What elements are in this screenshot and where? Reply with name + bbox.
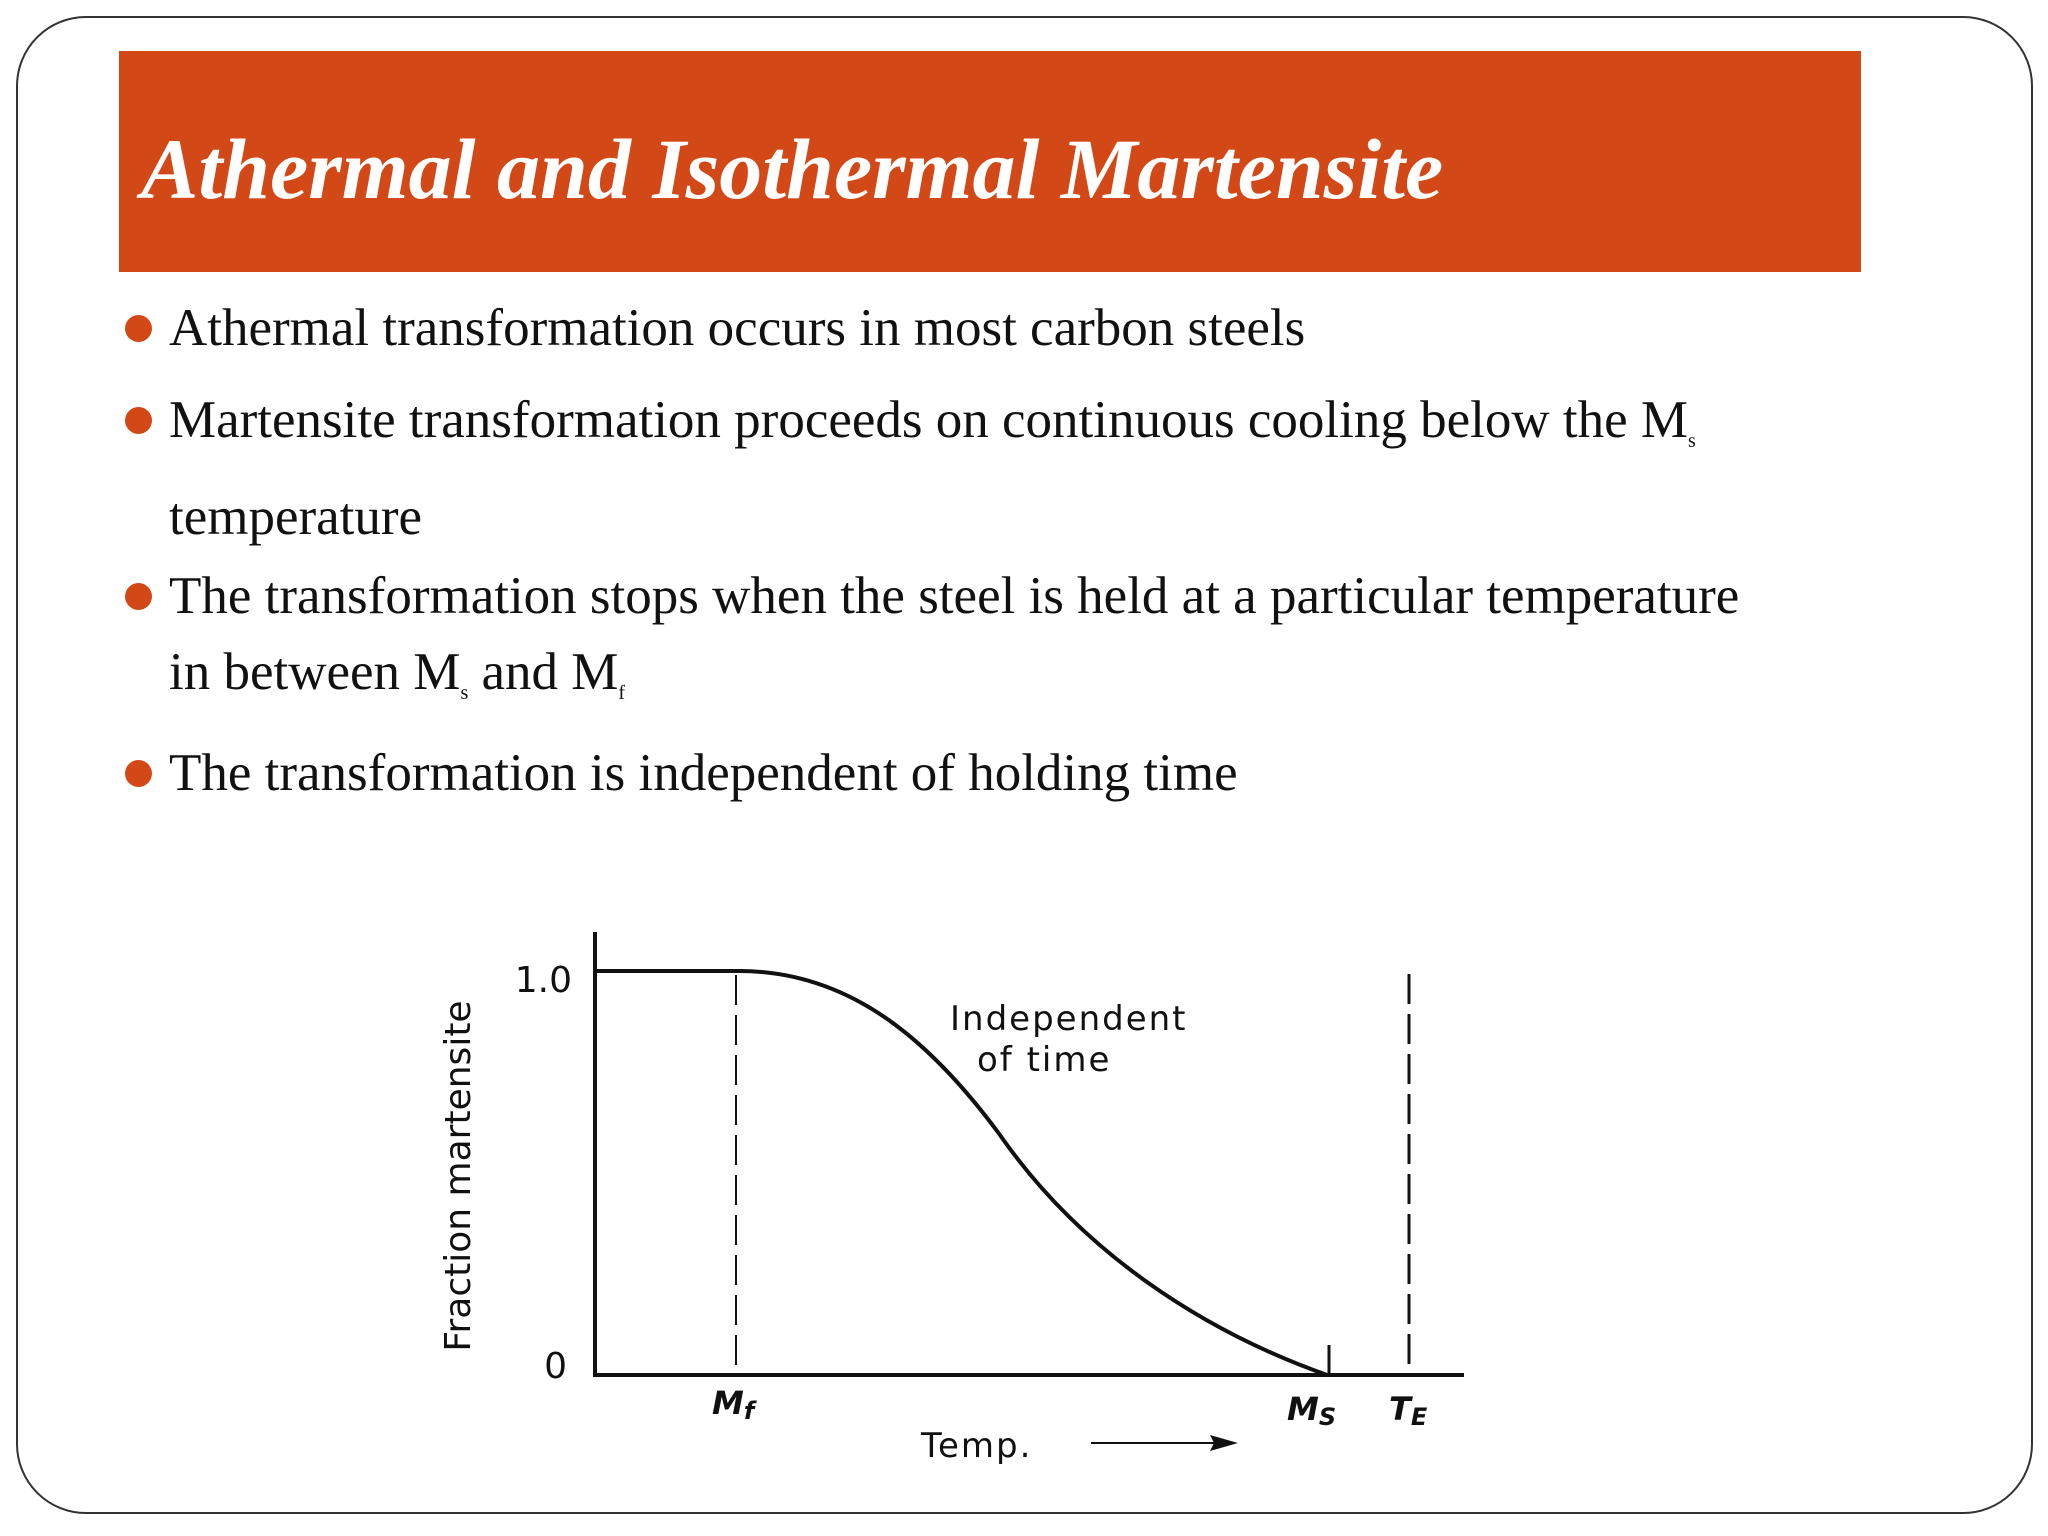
bullet: Athermal transformation occurs in most c…: [125, 290, 1749, 366]
subscript: f: [744, 1397, 757, 1425]
subscript: E: [1411, 1403, 1428, 1431]
temperature-marks: Mf MS TE: [712, 1384, 1428, 1431]
y-bottom-label: 0: [544, 1346, 567, 1387]
mf-label: Mf: [712, 1384, 757, 1425]
arrow-head: [1210, 1435, 1238, 1451]
slide-frame: [16, 16, 2033, 1514]
subscript: S: [1319, 1403, 1336, 1431]
subscript: s: [460, 682, 469, 704]
te-label: TE: [1389, 1390, 1428, 1431]
bullet-text: Martensite transformation proceeds on co…: [169, 391, 1688, 449]
annotation: of time: [977, 1040, 1111, 1080]
y-top-label: 1.0: [515, 960, 572, 1001]
title-bar: Athermal and Isothermal Martensite: [119, 51, 1861, 272]
y-axis-label: Fraction martensite: [438, 1000, 479, 1351]
bullet-text: Athermal transformation occurs in most c…: [169, 299, 1306, 357]
symbol: M: [712, 1384, 744, 1422]
bullet: The transformation is independent of hol…: [125, 735, 1749, 811]
bullet-dot: [125, 583, 152, 610]
bullet: Martensite transformation proceeds on co…: [125, 382, 1749, 555]
annotation: Independent: [950, 999, 1188, 1039]
diagram-lines: [593, 932, 1464, 1444]
bullet-text: The transformation stops when the steel …: [169, 567, 1740, 701]
ms-label: MS: [1287, 1390, 1336, 1431]
bullet: The transformation stops when the steel …: [125, 558, 1749, 731]
bullet-text: temperature: [169, 488, 423, 546]
bullet-dot: [125, 760, 152, 787]
slide-title: Athermal and Isothermal Martensite: [141, 121, 1444, 217]
bullet-dot: [125, 315, 152, 342]
bullet-text: and M: [468, 643, 619, 701]
subscript: s: [1688, 430, 1696, 452]
bullet-dot: [125, 407, 152, 434]
subscript: f: [618, 682, 626, 704]
bullet-text: The transformation is independent of hol…: [169, 744, 1238, 802]
transformation-curve: [738, 969, 1328, 1377]
x-axis-label: Temp.: [920, 1426, 1032, 1466]
symbol: T: [1389, 1390, 1413, 1428]
symbol: M: [1287, 1390, 1319, 1428]
